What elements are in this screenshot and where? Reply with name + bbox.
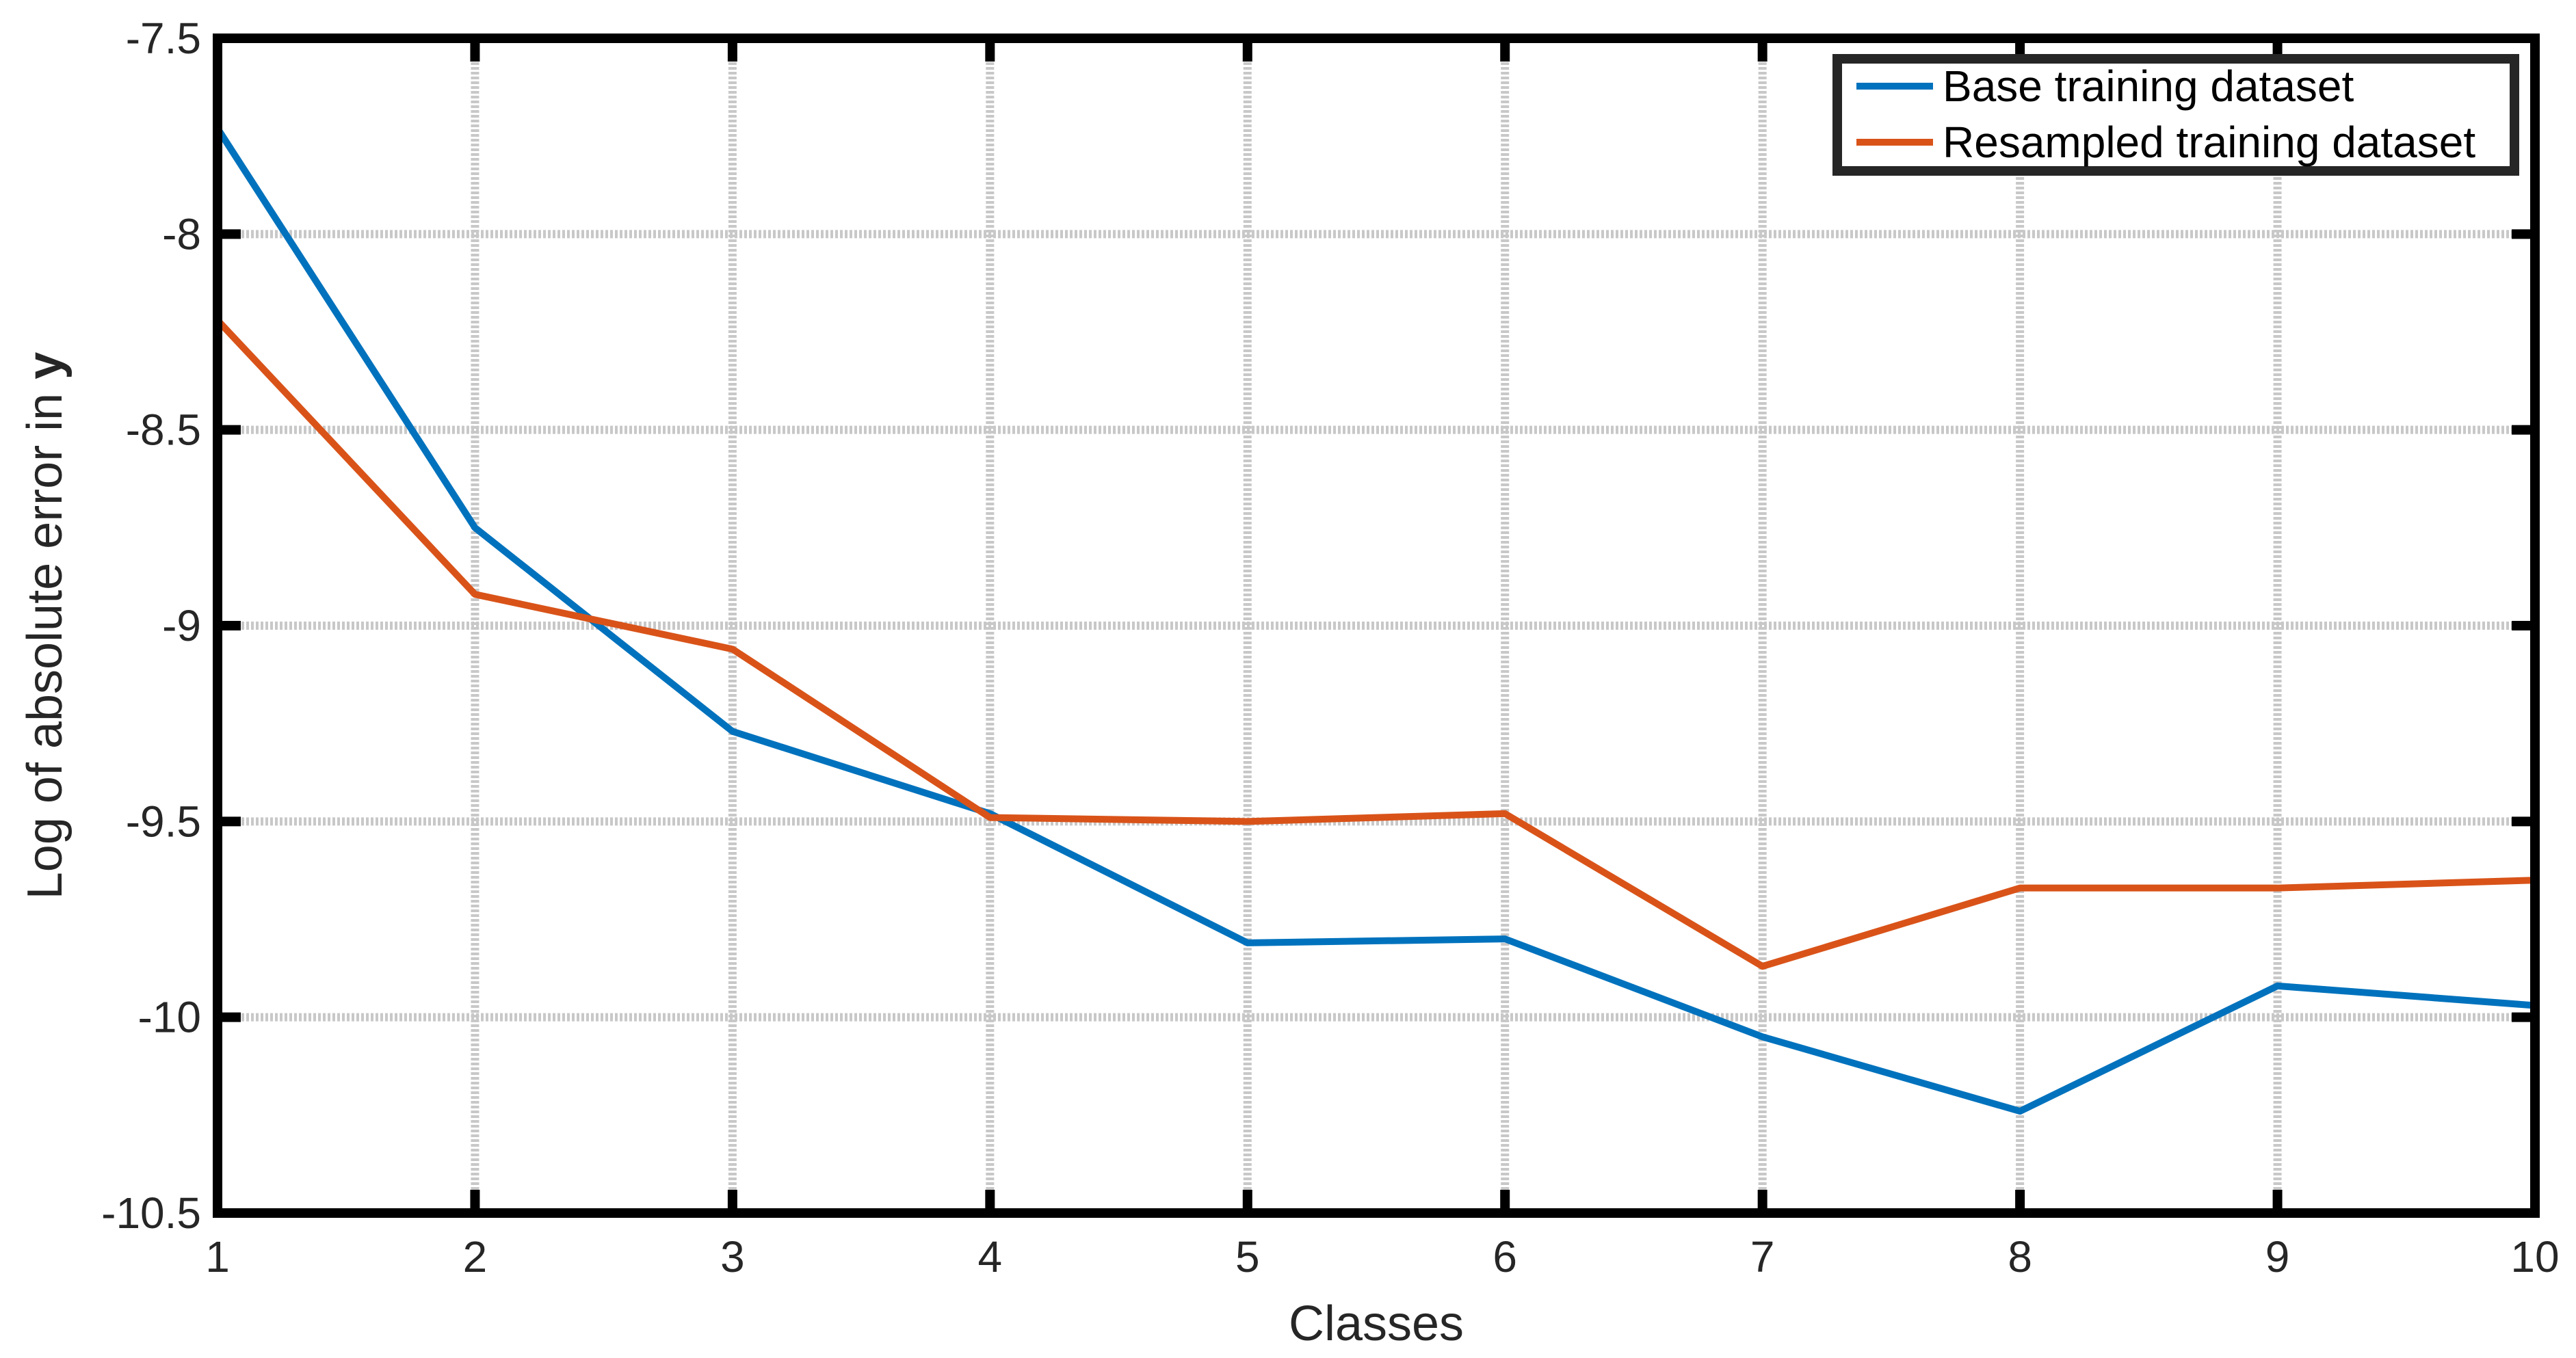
series-1-point-6 (1504, 813, 1506, 814)
series-0-point-5 (1247, 942, 1248, 944)
legend: Base training dataset Resampled training… (1832, 54, 2519, 176)
series-line-1 (215, 317, 2536, 970)
series-1-point-2 (474, 594, 475, 595)
series-0-point-7 (1762, 1036, 1763, 1037)
x-axis-label: Classes (1289, 1296, 1464, 1351)
series-0-point-8 (2019, 1110, 2021, 1112)
series-0-point-2 (474, 527, 475, 529)
grid-lines (218, 38, 2535, 1213)
series-1-point-9 (2277, 888, 2278, 889)
x-tick-label-1: 1 (205, 1232, 230, 1281)
y-tick-label--9: -9 (162, 601, 201, 650)
y-tick-label--8_5: -8.5 (126, 405, 201, 455)
y-tick-label--9_5: -9.5 (126, 797, 201, 846)
x-tick-label-10: 10 (2510, 1232, 2559, 1281)
series-1-point-8 (2019, 888, 2021, 889)
x-tick-label-8: 8 (2008, 1232, 2032, 1281)
series-1-point-7 (1762, 966, 1763, 967)
y-tick-label--10: -10 (138, 993, 202, 1042)
x-tick-label-7: 7 (1750, 1232, 1775, 1281)
y-axis-label: Log of absolute error in y (18, 352, 73, 900)
x-tick-label-4: 4 (978, 1232, 1003, 1281)
x-tick-label-2: 2 (463, 1232, 488, 1281)
series-0-point-6 (1504, 938, 1506, 940)
y-tick-label--10_5: -10.5 (101, 1188, 201, 1238)
series-line-0 (214, 127, 2536, 1115)
x-tick-label-9: 9 (2265, 1232, 2290, 1281)
series-1-point-3 (732, 648, 733, 650)
data-series (214, 127, 2536, 1115)
x-tick-label-3: 3 (720, 1232, 745, 1281)
axis-ticks: 1 2 3 4 5 6 7 8 9 10 -10.5 -10 -9.5 -9 -8.5 -8 -7.5 (101, 14, 2559, 1281)
series-0-point-9 (2277, 985, 2278, 987)
legend-box (1832, 54, 2519, 176)
legend-label-base: Base training dataset (1943, 62, 2354, 111)
x-tick-label-6: 6 (1493, 1232, 1517, 1281)
series-0-point-3 (732, 731, 733, 732)
series-1-point-5 (1247, 821, 1248, 822)
y-axis-label-text: Log of absolute error in (18, 380, 73, 899)
y-tick-label--7_5: -7.5 (126, 14, 201, 63)
legend-label-resampled: Resampled training dataset (1943, 118, 2475, 167)
y-axis-label-variable: y (18, 352, 73, 380)
series-1-point-4 (989, 817, 990, 818)
y-tick-label--8: -8 (162, 209, 201, 258)
x-tick-label-5: 5 (1235, 1232, 1260, 1281)
